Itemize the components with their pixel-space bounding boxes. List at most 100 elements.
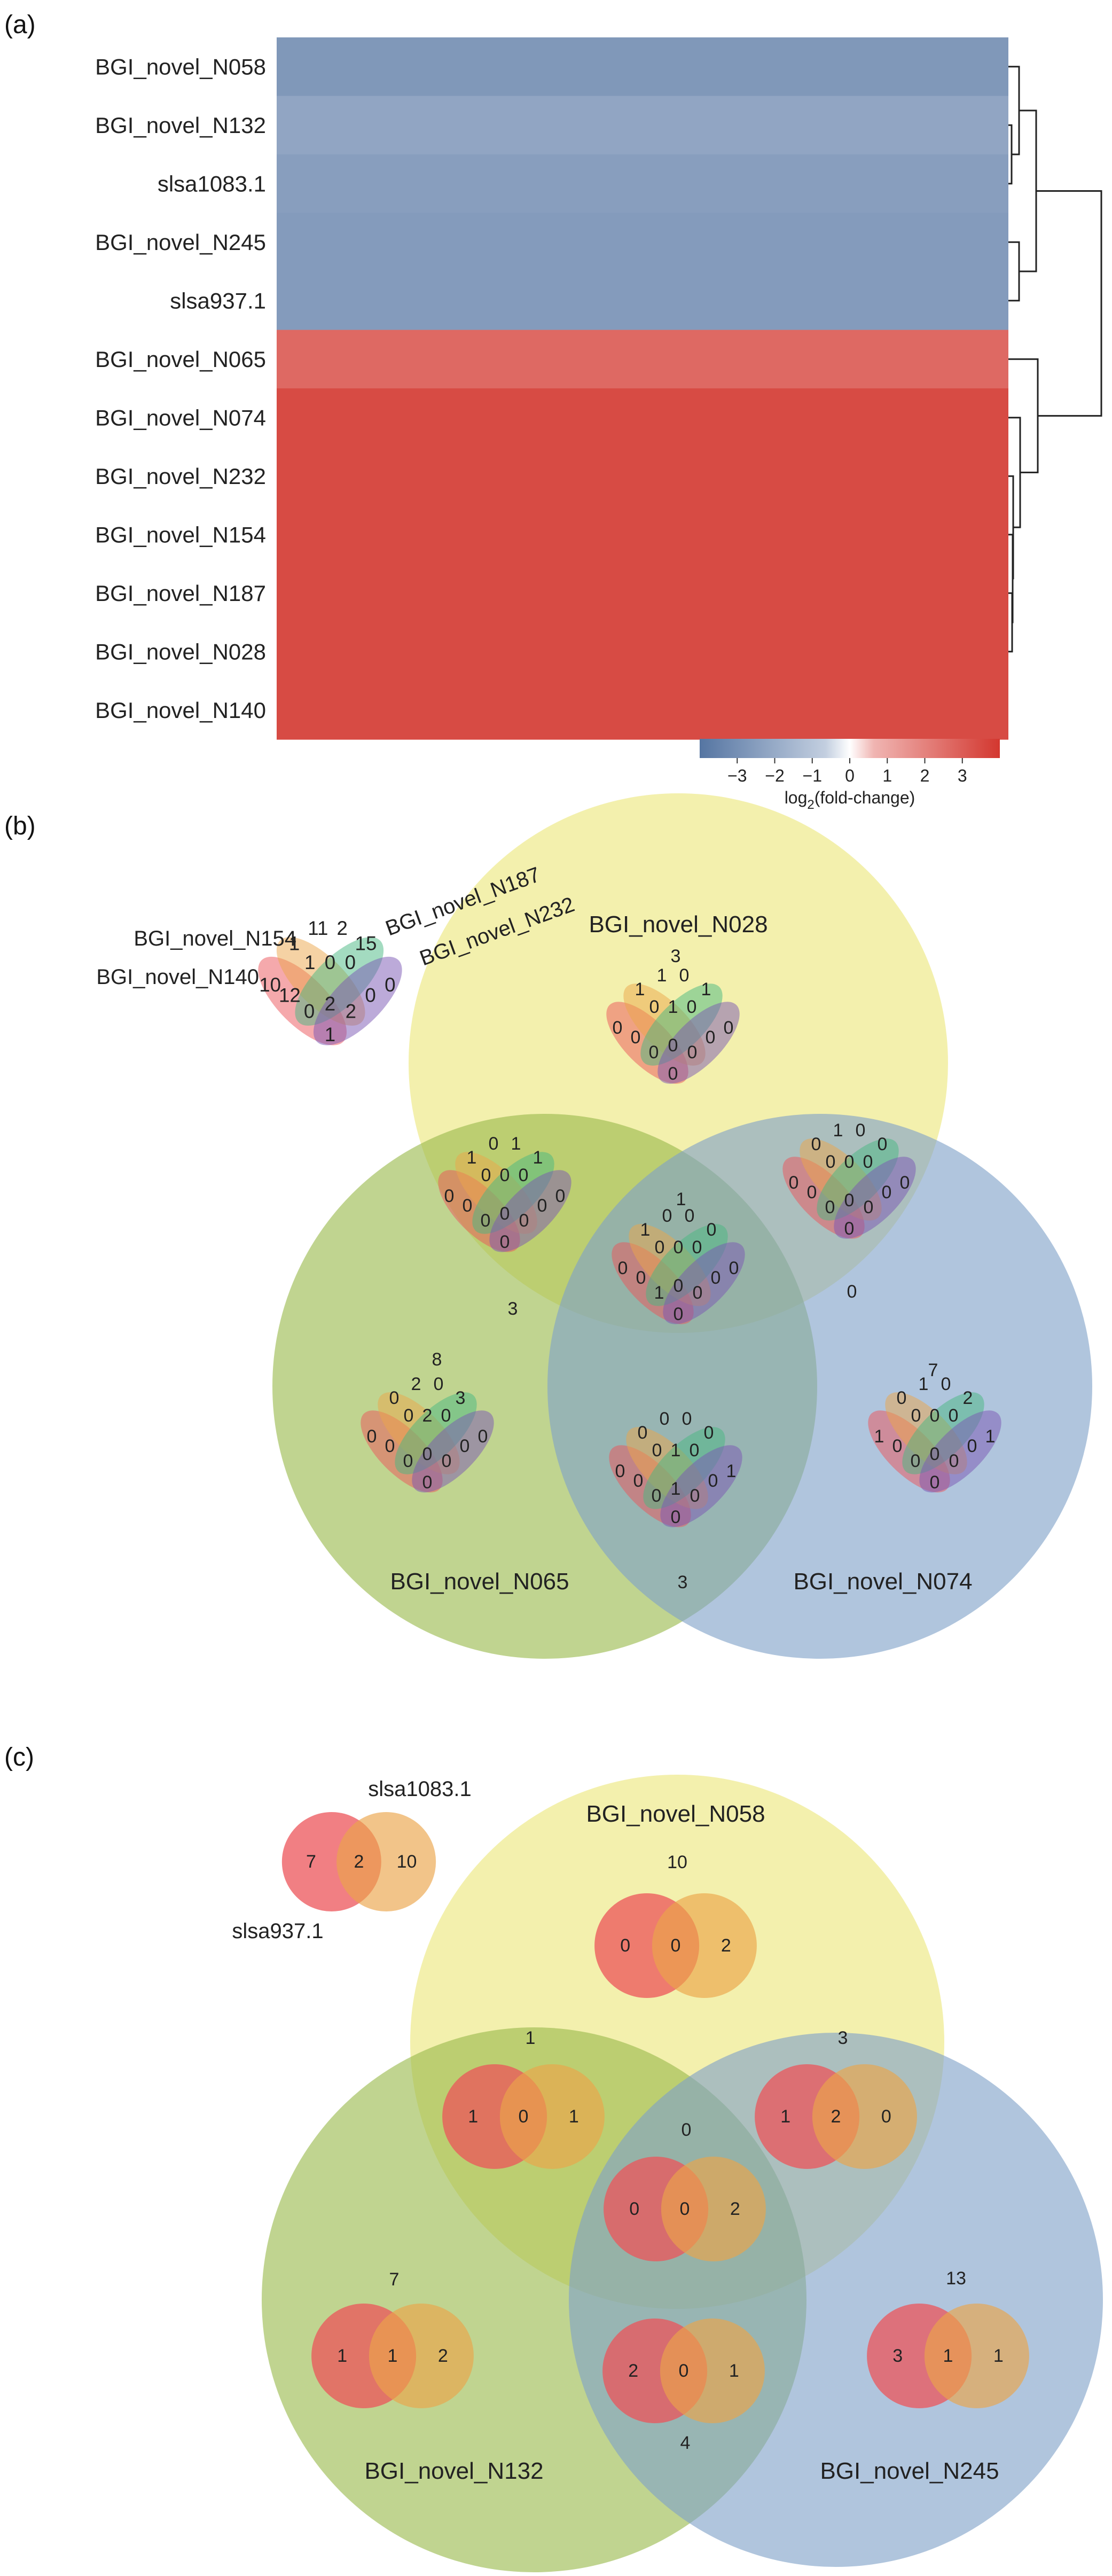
mini-venn-ellipse <box>314 956 402 1045</box>
mini-venn-count: 1 <box>467 1148 477 1168</box>
mini-venn-count: 1 <box>671 1479 681 1499</box>
mini-venn-count: 0 <box>389 1388 400 1408</box>
mini-venn-count: 1 <box>780 2106 790 2127</box>
mini-venn-count: 1 <box>654 1283 664 1303</box>
row-label: BGI_novel_N232 <box>95 464 266 489</box>
mini-venn-circle-right <box>369 2304 474 2408</box>
mini-venn-count: 3 <box>892 2346 903 2366</box>
mini-venn-count: 0 <box>422 1444 433 1464</box>
heatmap-cell <box>277 330 1008 389</box>
mini-venn-count: 0 <box>682 1409 692 1429</box>
mini-venn-count: 2 <box>354 1852 364 1872</box>
colorbar-label-sub: 2 <box>807 798 814 812</box>
mini-venn-count: 1 <box>919 1374 929 1394</box>
tree-link <box>1008 66 1020 155</box>
mini-venn-count: 0 <box>304 1001 315 1022</box>
mini-venn-count: 0 <box>864 1197 874 1217</box>
mini-venn-count: 0 <box>707 1220 717 1240</box>
colorbar-label-post: (fold-change) <box>815 788 915 807</box>
mini-venn-count: 0 <box>941 1374 951 1394</box>
mini-venn-ellipse <box>643 1427 725 1509</box>
mini-venn-count: 0 <box>618 1258 628 1278</box>
panel-b-label: (b) <box>4 812 36 840</box>
set-label-n245: BGI_novel_N245 <box>820 2458 999 2484</box>
colorbar-tick-label: −3 <box>727 766 747 785</box>
mini-venn-count: 1 <box>993 2346 1004 2366</box>
heatmap-cell <box>277 505 1008 565</box>
heatmap-cell <box>277 564 1008 623</box>
region-total: 0 <box>682 2120 692 2140</box>
region-total: 3 <box>838 2028 848 2048</box>
mini-venn-count: 0 <box>649 997 660 1017</box>
mini-venn-count: 0 <box>949 1451 959 1471</box>
heatmap-rows: BGI_novel_N058 BGI_novel_N132 slsa1083.1 BG… <box>95 37 1008 740</box>
mini-venn-count: 0 <box>638 1423 648 1443</box>
colorbar-label: log2(fold-change) <box>785 788 915 812</box>
heatmap-cell <box>277 154 1008 214</box>
heatmap-cell <box>277 622 1008 682</box>
mini-venn-count: 1 <box>640 1220 651 1240</box>
mini-venn-count: 2 <box>730 2199 740 2219</box>
mini-venn-count: 0 <box>652 1486 662 1506</box>
mini-venn-count: 2 <box>438 2346 448 2366</box>
mini-venn-count: 0 <box>729 1258 739 1278</box>
mini-venn-count: 0 <box>911 1451 921 1471</box>
mini-venn-count: 0 <box>878 1134 888 1154</box>
mini-venn-count: 12 <box>279 984 301 1006</box>
mini-venn-count: 0 <box>460 1436 470 1456</box>
mini-venn-count: 0 <box>404 1406 414 1426</box>
mini-venn-count: 1 <box>668 997 678 1017</box>
mini-venn-count: 0 <box>844 1152 855 1172</box>
mini-venn-ellipse <box>657 1002 740 1084</box>
region-total: 10 <box>667 1852 687 1872</box>
colorbar-tick-label: 2 <box>920 766 930 785</box>
mini-venn-count: 0 <box>481 1165 491 1185</box>
mini-venn-count: 0 <box>403 1451 413 1471</box>
colorbar-ticks: −3 −2 −1 0 1 2 3 <box>727 758 967 785</box>
mini-venn-count: 0 <box>711 1268 721 1288</box>
mini-venn-count: 0 <box>636 1268 646 1288</box>
region-total: 1 <box>676 1189 686 1209</box>
mini-venn-count: 10 <box>397 1852 417 1872</box>
mini-venn-count: 0 <box>708 1471 718 1491</box>
mini-venn-count: 1 <box>337 2346 347 2366</box>
mini-venn-count: 0 <box>690 1440 700 1461</box>
mini-venn-count: 0 <box>478 1426 488 1447</box>
tree-link <box>1008 592 1013 653</box>
mini-venn-ellipse <box>412 1410 494 1493</box>
colorbar-tick-label: −1 <box>803 766 822 785</box>
colorbar-tick-label: 3 <box>958 766 967 785</box>
mini-venn-ellipse <box>295 937 384 1026</box>
mini-venn-count: 0 <box>444 1186 455 1206</box>
panel-c: (c) BGI_novel_N058 BGI_novel_N132 BGI_no… <box>4 1743 1103 2572</box>
mini-venn-count: 0 <box>481 1211 491 1231</box>
mini-venn-count: 0 <box>629 2199 639 2219</box>
mini-venn-count: 0 <box>325 951 335 973</box>
mini-venn-ellipse <box>660 1445 742 1527</box>
heatmap-cell <box>277 388 1008 448</box>
mini-venn-count: 0 <box>500 1204 510 1224</box>
mini-venn-count: 1 <box>635 979 645 1000</box>
tree-link <box>1008 124 1013 185</box>
row-label: slsa937.1 <box>170 288 266 313</box>
mini-venn-count: 0 <box>949 1406 959 1426</box>
colorbar-label-pre: log <box>785 788 808 807</box>
region-total: 3 <box>508 1299 518 1319</box>
mini-venn-count: 0 <box>911 1406 921 1426</box>
mini-venn-count: 0 <box>660 1409 670 1429</box>
mini-venn-count: 2 <box>628 2361 638 2381</box>
mini-venn-circle-right <box>812 2064 917 2169</box>
tree-link <box>1008 358 1039 473</box>
mini-venn-count: 0 <box>422 1472 433 1493</box>
mini-venn-count: 0 <box>687 997 697 1017</box>
row-label: slsa1083.1 <box>158 171 266 196</box>
mini-venn-ellipse <box>489 1170 571 1252</box>
mini-venn-count: 2 <box>721 1935 731 1956</box>
colorbar-tick-label: 1 <box>882 766 892 785</box>
mini-venn-count: 0 <box>706 1027 716 1048</box>
mini-venn-circle-right <box>661 2157 766 2261</box>
mini-venn-count: 0 <box>930 1406 940 1426</box>
mini-venn-count: 2 <box>325 993 335 1015</box>
mini-venn-count: 0 <box>881 2106 891 2127</box>
heatmap-cell <box>277 681 1008 740</box>
